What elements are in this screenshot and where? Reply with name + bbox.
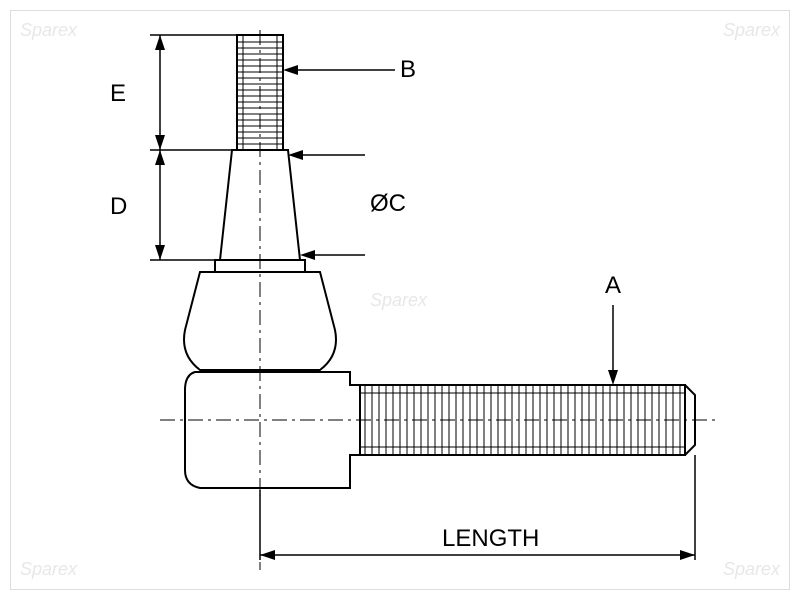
watermark-text: Sparex [723,20,780,41]
dimension-label-d: D [110,193,127,221]
dimension-label-e: E [110,80,126,108]
dimension-label-c: ØC [370,190,406,218]
dimension-label-a: A [605,272,621,300]
watermark-text: Sparex [370,290,427,311]
dimension-label-b: B [400,56,416,84]
watermark-text: Sparex [723,559,780,580]
dimension-label-length: LENGTH [438,525,543,553]
watermark-text: Sparex [20,20,77,41]
technical-drawing-container: A B ØC D E LENGTH Sparex Sparex Sparex S… [0,0,800,600]
watermark-text: Sparex [20,559,77,580]
